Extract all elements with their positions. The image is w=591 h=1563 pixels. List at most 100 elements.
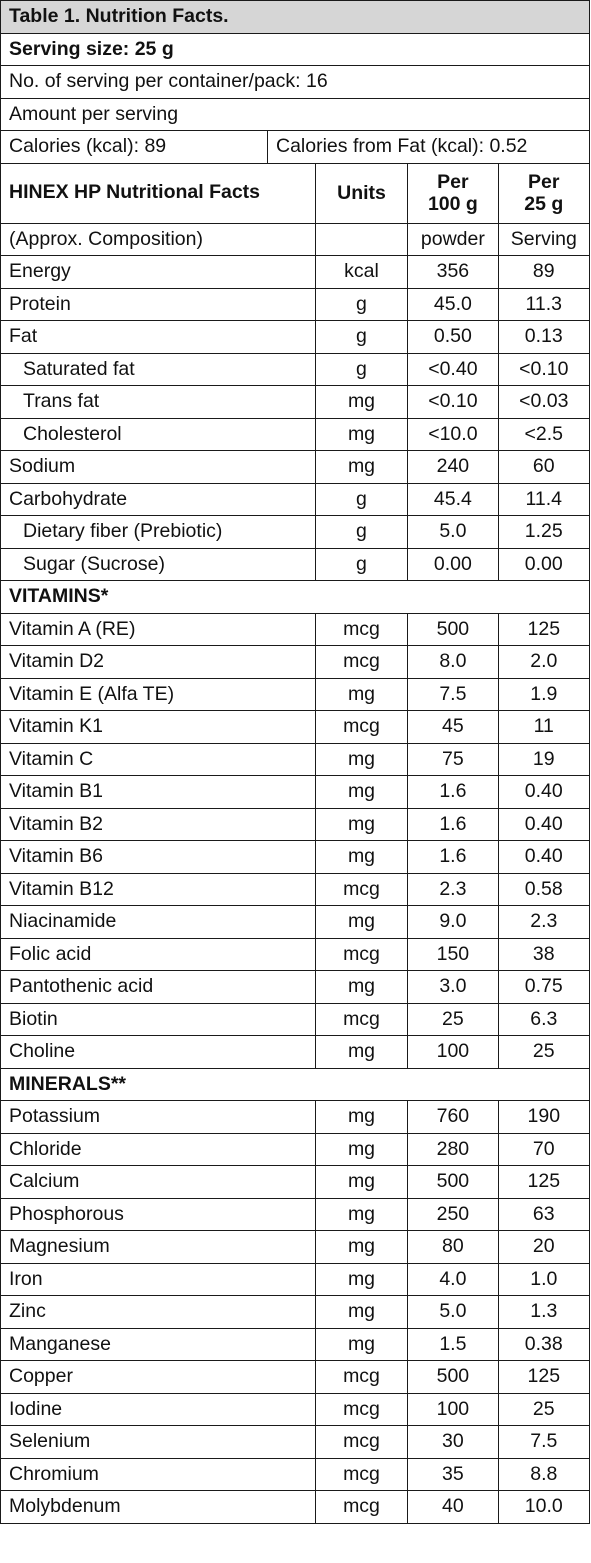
value-per-serving: 0.58: [497, 872, 591, 906]
servings-per-container: No. of serving per container/pack: 16: [0, 65, 590, 99]
nutrient-name: Sodium: [0, 450, 316, 484]
value-per-100g: <10.0: [407, 417, 499, 451]
value-per-serving: 63: [497, 1197, 591, 1231]
nutrient-unit: g: [314, 482, 409, 516]
nutrient-name: Vitamin B6: [0, 840, 316, 874]
table-row: Vitamin A (RE) mcg 500 125: [0, 612, 591, 646]
nutrient-name: Calcium: [0, 1165, 316, 1199]
nutrient-name: Phosphorous: [0, 1197, 316, 1231]
nutrient-name: Vitamin B1: [0, 775, 316, 809]
nutrient-unit: mcg: [314, 1490, 409, 1524]
value-per-100g: 1.5: [407, 1327, 499, 1361]
value-per-100g: 45.0: [407, 287, 499, 321]
nutrient-name: Protein: [0, 287, 316, 321]
header-name: HINEX HP Nutritional Facts: [0, 162, 316, 224]
value-per-100g: 250: [407, 1197, 499, 1231]
nutrient-name: Folic acid: [0, 937, 316, 971]
table-row: Iron mg 4.0 1.0: [0, 1262, 591, 1296]
nutrient-name: Iodine: [0, 1392, 316, 1426]
nutrient-unit: mg: [314, 1100, 409, 1134]
nutrient-unit: g: [314, 352, 409, 386]
nutrient-name: Fat: [0, 320, 316, 354]
table-row: Copper mcg 500 125: [0, 1360, 591, 1394]
nutrient-unit: mcg: [314, 872, 409, 906]
table-row: Folic acid mcg 150 38: [0, 937, 591, 971]
table-row: Vitamin E (Alfa TE) mg 7.5 1.9: [0, 677, 591, 711]
value-per-serving: 125: [497, 612, 591, 646]
table-title: Table 1. Nutrition Facts.: [0, 0, 590, 34]
value-per-100g: 45.4: [407, 482, 499, 516]
value-per-100g: 8.0: [407, 645, 499, 679]
nutrient-unit: mg: [314, 970, 409, 1004]
nutrient-name: Potassium: [0, 1100, 316, 1134]
amount-per-serving: Amount per serving: [0, 97, 590, 131]
value-per-serving: 20: [497, 1230, 591, 1264]
nutrient-unit: g: [314, 547, 409, 581]
value-per-100g: 35: [407, 1457, 499, 1491]
table-row: Cholesterol mg <10.0 <2.5: [0, 417, 591, 451]
serving-size: Serving size: 25 g: [0, 32, 590, 66]
nutrient-unit: mcg: [314, 1392, 409, 1426]
value-per-100g: 80: [407, 1230, 499, 1264]
value-per-100g: 2.3: [407, 872, 499, 906]
value-per-serving: 25: [497, 1035, 591, 1069]
table-row: Vitamin B12 mcg 2.3 0.58: [0, 872, 591, 906]
nutrient-unit: mg: [314, 450, 409, 484]
table-row: Sodium mg 240 60: [0, 450, 591, 484]
nutrient-name: Dietary fiber (Prebiotic): [0, 515, 316, 549]
table-row: Zinc mg 5.0 1.3: [0, 1295, 591, 1329]
value-per-serving: 190: [497, 1100, 591, 1134]
value-per-serving: 0.38: [497, 1327, 591, 1361]
table-row: Calcium mg 500 125: [0, 1165, 591, 1199]
nutrient-name: Vitamin B12: [0, 872, 316, 906]
value-per-serving: <0.10: [497, 352, 591, 386]
table-row: Protein g 45.0 11.3: [0, 287, 591, 321]
value-per-serving: 10.0: [497, 1490, 591, 1524]
table-title-row: Table 1. Nutrition Facts.: [0, 0, 590, 34]
nutrient-name: Cholesterol: [0, 417, 316, 451]
value-per-serving: 0.75: [497, 970, 591, 1004]
table-row: Carbohydrate g 45.4 11.4: [0, 482, 591, 516]
amount-per-serving-row: Amount per serving: [0, 97, 590, 131]
table-row: Fat g 0.50 0.13: [0, 320, 591, 354]
calories-from-fat: Calories from Fat (kcal): 0.52: [276, 135, 528, 158]
nutrient-name: Manganese: [0, 1327, 316, 1361]
header-per-serving: Per 25 g: [497, 162, 591, 224]
nutrient-name: Vitamin C: [0, 742, 316, 776]
nutrient-unit: mg: [314, 1230, 409, 1264]
serving-size-row: Serving size: 25 g: [0, 32, 590, 66]
value-per-serving: 11.3: [497, 287, 591, 321]
section-heading: MINERALS**: [0, 1067, 590, 1101]
column-header-row: HINEX HP Nutritional Facts Units Per 100 …: [0, 162, 591, 224]
value-per-100g: 280: [407, 1132, 499, 1166]
nutrient-name: Sugar (Sucrose): [0, 547, 316, 581]
table-row: Energy kcal 356 89: [0, 255, 591, 289]
value-per-100g: 3.0: [407, 970, 499, 1004]
value-per-100g: 40: [407, 1490, 499, 1524]
table-row: Phosphorous mg 250 63: [0, 1197, 591, 1231]
calories: Calories (kcal): 89: [2, 131, 268, 163]
subheader-row: (Approx. Composition) powder Serving: [0, 222, 591, 256]
nutrient-unit: mg: [314, 1262, 409, 1296]
nutrient-unit: mcg: [314, 612, 409, 646]
nutrient-name: Saturated fat: [0, 352, 316, 386]
nutrient-unit: mg: [314, 1295, 409, 1329]
value-per-serving: 1.0: [497, 1262, 591, 1296]
nutrient-name: Zinc: [0, 1295, 316, 1329]
value-per-100g: 5.0: [407, 1295, 499, 1329]
value-per-100g: 100: [407, 1035, 499, 1069]
value-per-serving: 6.3: [497, 1002, 591, 1036]
section-heading-row: MINERALS**: [0, 1067, 590, 1101]
section-heading: VITAMINS*: [0, 580, 590, 614]
nutrient-name: Vitamin A (RE): [0, 612, 316, 646]
value-per-100g: <0.10: [407, 385, 499, 419]
table-row: Trans fat mg <0.10 <0.03: [0, 385, 591, 419]
nutrient-unit: g: [314, 320, 409, 354]
value-per-serving: 2.3: [497, 905, 591, 939]
nutrient-unit: mcg: [314, 937, 409, 971]
value-per-serving: 2.0: [497, 645, 591, 679]
nutrient-unit: mg: [314, 840, 409, 874]
value-per-100g: 5.0: [407, 515, 499, 549]
table-row: Sugar (Sucrose) g 0.00 0.00: [0, 547, 591, 581]
